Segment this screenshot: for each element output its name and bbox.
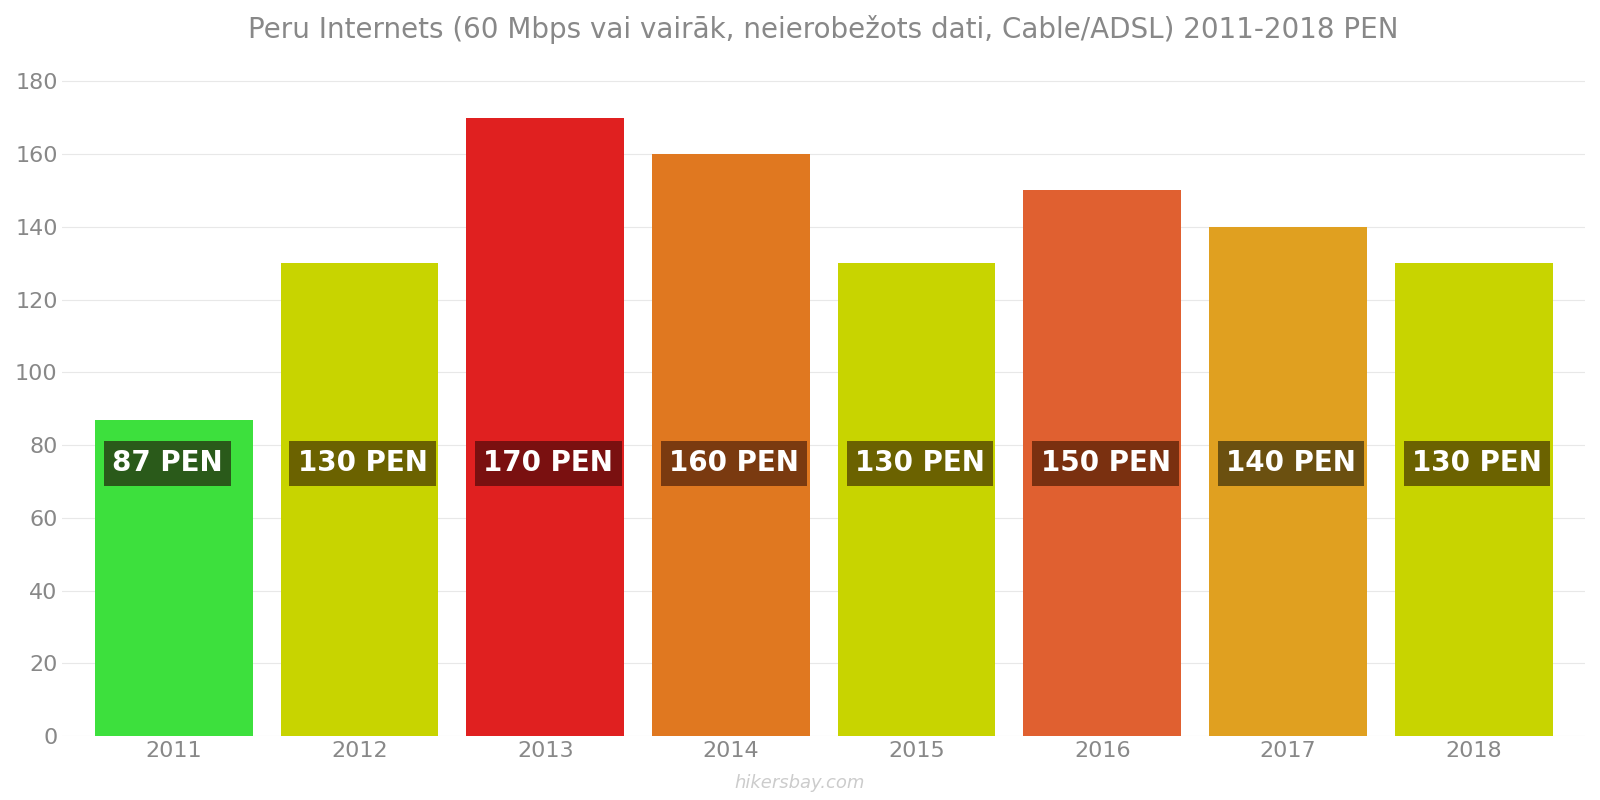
Text: hikersbay.com: hikersbay.com bbox=[734, 774, 866, 792]
Bar bbox=[1210, 226, 1366, 736]
Bar bbox=[94, 419, 253, 736]
Bar bbox=[1395, 263, 1552, 736]
Text: 160 PEN: 160 PEN bbox=[669, 450, 798, 478]
Text: 140 PEN: 140 PEN bbox=[1226, 450, 1357, 478]
Bar bbox=[838, 263, 995, 736]
Text: 130 PEN: 130 PEN bbox=[854, 450, 984, 478]
Bar bbox=[651, 154, 810, 736]
Bar bbox=[466, 118, 624, 736]
Text: 130 PEN: 130 PEN bbox=[298, 450, 427, 478]
Text: 150 PEN: 150 PEN bbox=[1040, 450, 1171, 478]
Text: 87 PEN: 87 PEN bbox=[112, 450, 222, 478]
Title: Peru Internets (60 Mbps vai vairāk, neierobežots dati, Cable/ADSL) 2011-2018 PEN: Peru Internets (60 Mbps vai vairāk, neie… bbox=[248, 15, 1398, 44]
Text: 130 PEN: 130 PEN bbox=[1411, 450, 1542, 478]
Bar bbox=[280, 263, 438, 736]
Text: 170 PEN: 170 PEN bbox=[483, 450, 613, 478]
Bar bbox=[1024, 190, 1181, 736]
